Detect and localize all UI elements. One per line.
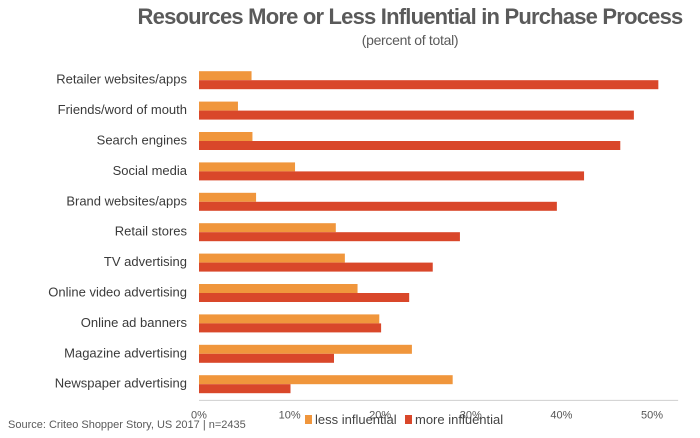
bar-less-influential (199, 162, 296, 172)
x-axis-ticks: 0% 10% 20% 30% 40% 50% (191, 409, 663, 421)
legend-swatch-more-influential (405, 415, 412, 424)
legend-label-more-influential: more influential (415, 412, 503, 427)
legend-swatch-less-influential (305, 415, 312, 424)
x-tick-label: 40% (550, 409, 572, 421)
bar-more-influential (199, 293, 410, 302)
category-label: Friends/word of mouth (58, 102, 187, 117)
chart-title: Resources More or Less Influential in Pu… (138, 4, 683, 29)
bar-more-influential (199, 80, 659, 90)
bar-less-influential (199, 314, 380, 324)
bar-less-influential (199, 253, 345, 263)
bar-less-influential (199, 132, 253, 141)
bar-more-influential (199, 384, 291, 394)
category-label: Newspaper advertising (55, 376, 187, 391)
category-label: Brand websites/apps (66, 193, 187, 208)
legend-label-less-influential: less influential (315, 412, 397, 427)
bar-less-influential (199, 375, 453, 385)
category-label: Retailer websites/apps (56, 72, 187, 87)
bar-less-influential (199, 101, 238, 111)
x-tick-label: 10% (279, 409, 301, 421)
x-tick-label: 0% (191, 409, 207, 421)
category-label: Online video advertising (48, 285, 187, 300)
category-labels: Retailer websites/apps Friends/word of mo… (48, 72, 188, 391)
category-label: Online ad banners (81, 315, 188, 330)
legend: less influential more influential (305, 412, 503, 427)
bar-more-influential (199, 201, 557, 211)
source-note: Source: Criteo Shopper Story, US 2017 | … (8, 419, 246, 431)
chart-subtitle: (percent of total) (362, 32, 459, 48)
x-tick-label: 20% (369, 409, 391, 421)
bar-less-influential (199, 284, 358, 293)
bar-less-influential (199, 344, 412, 354)
category-label: Social media (113, 163, 188, 178)
bar-more-influential (199, 323, 382, 333)
x-tick-label: 30% (460, 409, 482, 421)
bar-more-influential (199, 262, 433, 272)
x-tick-label: 50% (641, 409, 663, 421)
category-label: Search engines (97, 133, 188, 148)
category-label: TV advertising (104, 254, 187, 269)
bar-more-influential (199, 353, 334, 363)
bar-less-influential (199, 223, 336, 233)
bar-more-influential (199, 141, 621, 150)
bar-more-influential (199, 171, 585, 181)
bar-more-influential (199, 110, 634, 120)
bars (199, 71, 659, 394)
category-label: Magazine advertising (64, 345, 187, 360)
category-label: Retail stores (115, 224, 188, 239)
bar-more-influential (199, 232, 460, 242)
bar-less-influential (199, 192, 257, 202)
bar-less-influential (199, 71, 252, 81)
